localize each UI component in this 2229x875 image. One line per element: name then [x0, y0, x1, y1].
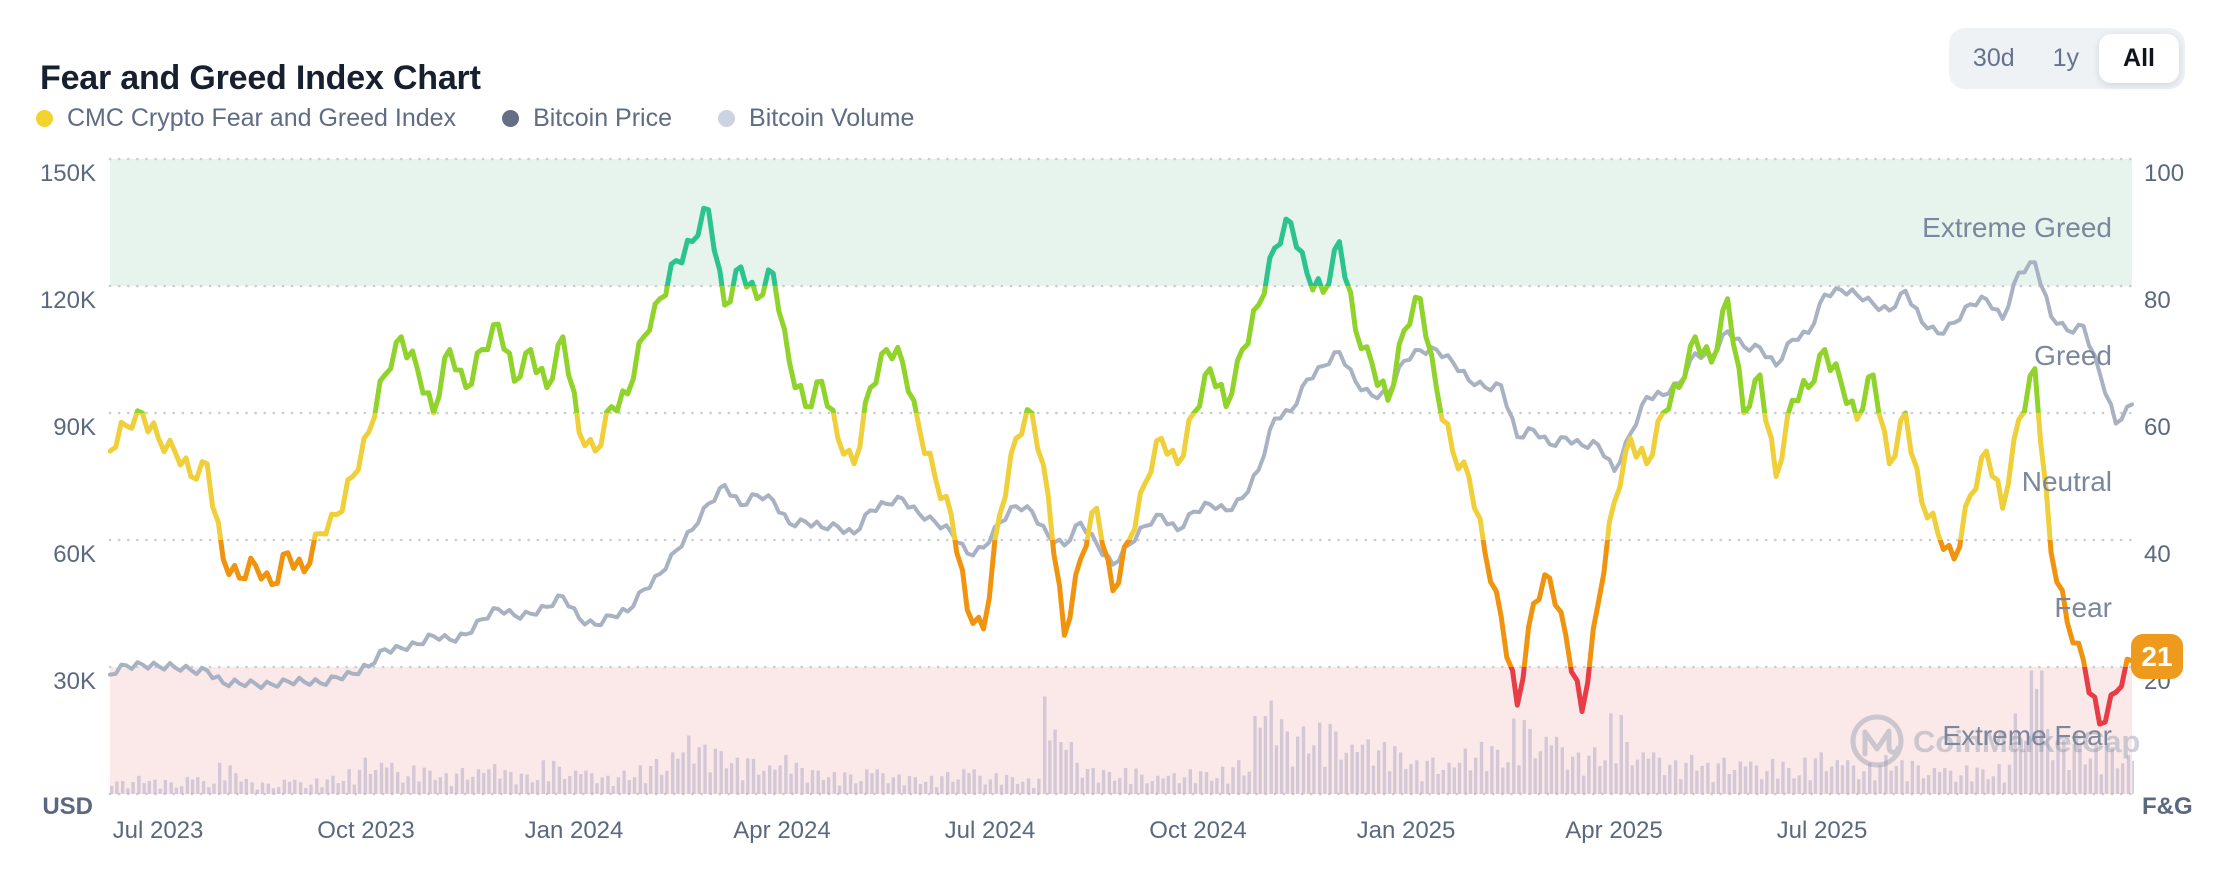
x-tick-oct-2024: Oct 2024	[1149, 817, 1246, 844]
right-tick-60: 60	[2144, 414, 2171, 441]
x-tick-jan-2025: Jan 2025	[1357, 817, 1456, 844]
zone-label-greed: Greed	[2034, 340, 2112, 371]
legend-item-bitcoin-price[interactable]: Bitcoin Price	[502, 104, 672, 133]
x-tick-jul-2023: Jul 2023	[113, 817, 204, 844]
range-button-30d[interactable]: 30d	[1955, 34, 2033, 83]
x-tick-jul-2024: Jul 2024	[945, 817, 1036, 844]
right-tick-100: 100	[2144, 160, 2184, 187]
right-axis: 100 80 60 40 20 F&G	[2142, 160, 2193, 820]
left-axis: 150K 120K 90K 60K 30K USD	[40, 160, 96, 820]
x-tick-apr-2025: Apr 2025	[1565, 817, 1662, 844]
x-tick-jul-2025: Jul 2025	[1777, 817, 1868, 844]
legend-dot-icon	[502, 110, 520, 127]
range-switcher: 30d 1y All	[1948, 28, 2185, 89]
x-tick-oct-2023: Oct 2023	[317, 817, 414, 844]
volume-bars	[108, 670, 2134, 795]
fear-greed-line	[108, 205, 2134, 727]
x-axis: Jul 2023 Oct 2023 Jan 2024 Apr 2024 Jul …	[113, 817, 1868, 844]
legend-dot-icon	[718, 110, 736, 127]
legend-dot-icon	[36, 110, 53, 127]
x-tick-jan-2024: Jan 2024	[525, 817, 624, 844]
range-button-1y[interactable]: 1y	[2035, 34, 2097, 83]
left-tick-150k: 150K	[40, 160, 96, 187]
bitcoin-price-line	[108, 260, 2134, 691]
current-value-text: 21	[2141, 641, 2172, 672]
right-tick-80: 80	[2144, 287, 2171, 314]
right-axis-title: F&G	[2142, 793, 2193, 820]
left-tick-30k: 30K	[53, 668, 96, 695]
zone-label-extreme-greed: Extreme Greed	[1922, 212, 2112, 243]
left-axis-title: USD	[42, 793, 93, 820]
legend-item-bitcoin-volume[interactable]: Bitcoin Volume	[718, 104, 914, 133]
chart-legend: CMC Crypto Fear and Greed Index Bitcoin …	[36, 104, 914, 133]
legend-label: CMC Crypto Fear and Greed Index	[67, 104, 457, 132]
legend-label: Bitcoin Price	[533, 104, 673, 132]
range-button-all[interactable]: All	[2099, 34, 2179, 83]
left-tick-90k: 90K	[53, 414, 96, 441]
zone-bands	[110, 159, 2132, 794]
current-value-badge: 21	[2131, 634, 2183, 679]
x-tick-apr-2024: Apr 2024	[733, 817, 830, 844]
zone-label-neutral: Neutral	[2022, 466, 2112, 497]
zone-label-extreme-fear: Extreme Fear	[1942, 720, 2112, 751]
right-tick-40: 40	[2144, 541, 2171, 568]
page-title: Fear and Greed Index Chart	[40, 58, 481, 97]
legend-item-fear-greed-index[interactable]: CMC Crypto Fear and Greed Index	[36, 104, 456, 133]
watermark-text: CoinMarketCap	[1913, 724, 2140, 759]
left-tick-120k: 120K	[40, 287, 96, 314]
coinmarketcap-logo-icon	[1850, 714, 1904, 768]
zone-label-fear: Fear	[2054, 592, 2112, 623]
coinmarketcap-watermark: CoinMarketCap	[1850, 714, 2140, 768]
left-tick-60k: 60K	[53, 541, 96, 568]
legend-label: Bitcoin Volume	[749, 104, 915, 132]
